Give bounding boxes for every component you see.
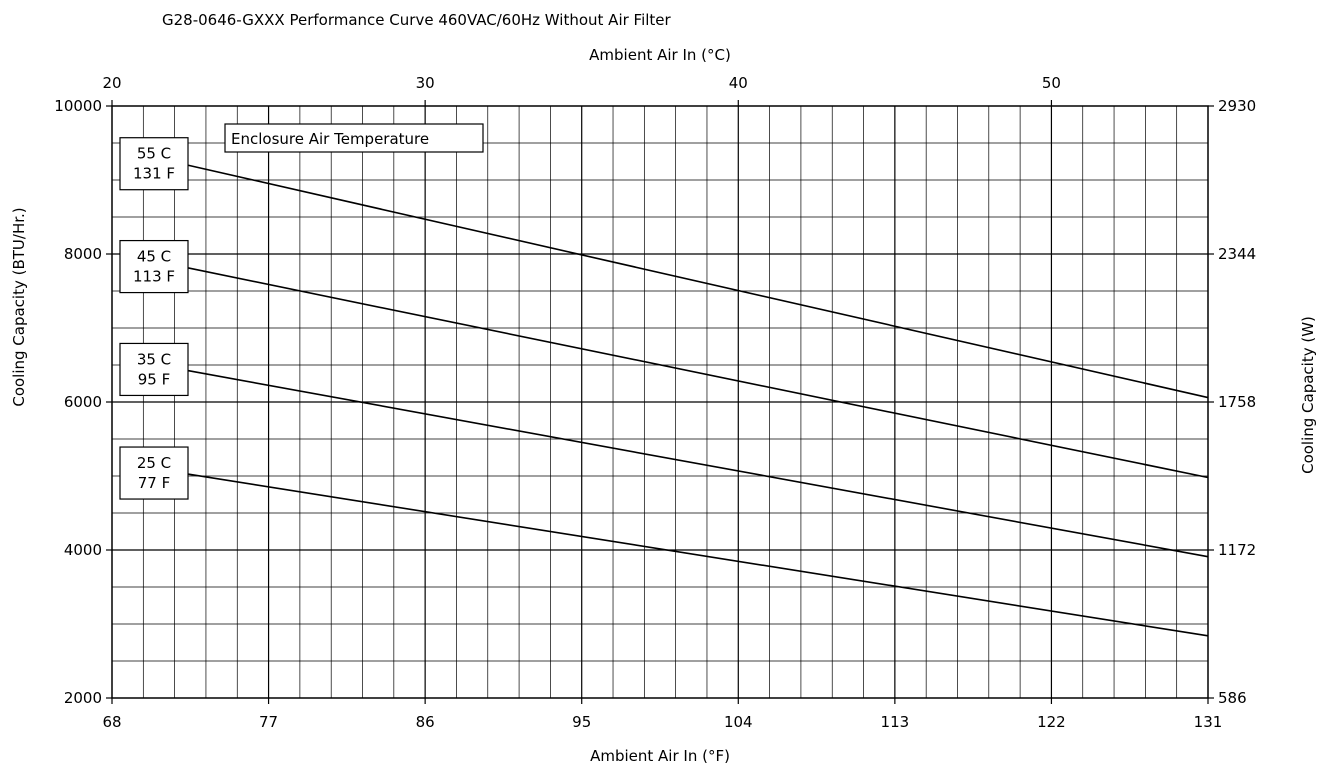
y-right-tick-label: 2344 xyxy=(1218,245,1256,263)
series-label: 95 F xyxy=(138,370,170,388)
y-axis-right-title: Cooling Capacity (W) xyxy=(1299,316,1317,474)
y-right-tick-label: 1172 xyxy=(1218,541,1256,559)
y-tick-label: 10000 xyxy=(54,97,102,115)
x-top-tick-label: 20 xyxy=(102,74,121,92)
y-tick-label: 8000 xyxy=(64,245,102,263)
x-tick-label: 77 xyxy=(259,713,278,731)
series-label: 131 F xyxy=(133,165,175,183)
series-label-boxes: 55 C 131 F 45 C 113 F 35 C 95 F 25 C 77 F xyxy=(119,137,189,500)
x-tick-label: 68 xyxy=(102,713,121,731)
tick-labels: 68 77 86 95 104 113 122 131 20 30 40 50 2000 4000 6000… xyxy=(54,74,1256,731)
series-label: 77 F xyxy=(138,474,170,492)
x-axis-title: Ambient Air In (°F) xyxy=(590,747,730,765)
x-top-tick-label: 40 xyxy=(729,74,748,92)
y-right-tick-label: 2930 xyxy=(1218,97,1256,115)
y-right-tick-label: 586 xyxy=(1218,689,1247,707)
y-axis-title: Cooling Capacity (BTU/Hr.) xyxy=(10,207,28,406)
y-tick-label: 2000 xyxy=(64,689,102,707)
series-line xyxy=(181,162,1209,399)
x-top-tick-label: 50 xyxy=(1042,74,1061,92)
series-label: 25 C xyxy=(137,454,171,472)
x-top-tick-label: 30 xyxy=(416,74,435,92)
y-tick-label: 6000 xyxy=(64,393,102,411)
series-label-box xyxy=(119,239,189,294)
series-lines xyxy=(181,162,1209,637)
series-label: 35 C xyxy=(137,350,171,368)
x-tick-label: 113 xyxy=(881,713,910,731)
x-tick-label: 86 xyxy=(416,713,435,731)
series-label-box xyxy=(119,342,189,397)
legend-title: Enclosure Air Temperature xyxy=(231,130,429,148)
series-line xyxy=(181,265,1209,479)
chart-title: G28-0646-GXXX Performance Curve 460VAC/6… xyxy=(162,11,672,29)
series-label: 45 C xyxy=(137,248,171,266)
x-tick-label: 104 xyxy=(724,713,753,731)
series-label-box xyxy=(119,446,189,500)
x-tick-label: 122 xyxy=(1037,713,1066,731)
x-tick-label: 131 xyxy=(1194,713,1223,731)
series-line xyxy=(181,472,1209,637)
grid xyxy=(112,106,1208,698)
series-label: 113 F xyxy=(133,268,175,286)
series-line xyxy=(181,368,1209,558)
y-tick-label: 4000 xyxy=(64,541,102,559)
legend-title-box: Enclosure Air Temperature xyxy=(224,123,484,153)
series-label: 55 C xyxy=(137,145,171,163)
y-right-tick-label: 1758 xyxy=(1218,393,1256,411)
x-tick-label: 95 xyxy=(572,713,591,731)
x-axis-top-title: Ambient Air In (°C) xyxy=(589,46,731,64)
series-label-box xyxy=(119,137,189,191)
